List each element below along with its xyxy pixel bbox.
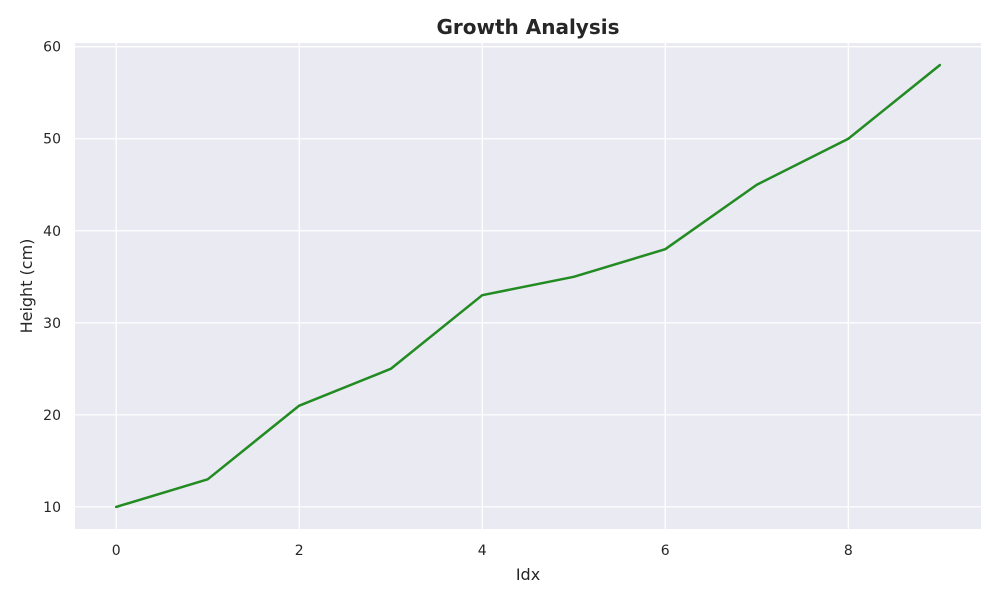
series-line <box>114 63 942 509</box>
x-axis-label: Idx <box>516 565 540 584</box>
chart-title: Growth Analysis <box>436 15 619 39</box>
y-tick-label: 30 <box>43 316 61 332</box>
x-tick-label: 4 <box>478 543 487 559</box>
x-tick-label: 6 <box>661 543 670 559</box>
y-axis-label: Height (cm) <box>17 239 36 334</box>
y-tick-label: 20 <box>43 408 61 424</box>
y-tick-label: 10 <box>43 500 61 516</box>
x-tick-labels: 0 2 4 6 8 <box>112 543 853 559</box>
y-tick-label: 40 <box>43 224 61 240</box>
series-layer <box>114 63 942 509</box>
x-tick-label: 2 <box>295 543 304 559</box>
x-gridlines <box>115 43 849 529</box>
y-tick-labels: 10 20 30 40 50 60 <box>43 40 61 516</box>
x-tick-label: 0 <box>112 543 121 559</box>
y-gridlines <box>75 46 981 508</box>
x-tick-label: 8 <box>844 543 853 559</box>
y-tick-label: 60 <box>43 40 61 56</box>
y-tick-label: 50 <box>43 132 61 148</box>
